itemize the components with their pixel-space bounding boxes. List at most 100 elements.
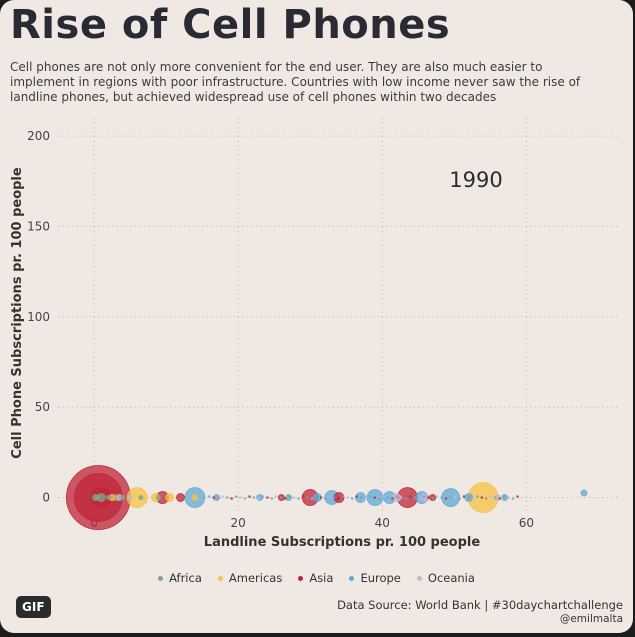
- bubble-africa: [342, 495, 345, 498]
- chart-subtitle: Cell phones are not only more convenient…: [10, 60, 581, 104]
- x-tick-label: 40: [375, 516, 390, 530]
- bubble-africa: [449, 495, 452, 498]
- bubble-oceania: [453, 496, 457, 499]
- bubble-africa: [95, 495, 101, 500]
- bubble-europe: [386, 496, 390, 499]
- bubble-asia: [498, 497, 501, 500]
- legend-swatch: [298, 575, 304, 581]
- bubble-africa: [324, 497, 327, 500]
- bubble-oceania: [239, 496, 242, 499]
- bubble-oceania: [382, 495, 385, 498]
- bubble-oceania: [127, 495, 133, 500]
- x-axis-label: Landline Subscriptions pr. 100 people: [204, 535, 481, 550]
- bubble-africa: [106, 495, 111, 500]
- bubble-oceania: [257, 497, 260, 500]
- bubble-africa: [270, 497, 274, 500]
- bubble-africa: [377, 497, 381, 500]
- bubble-africa: [216, 497, 220, 500]
- legend-item-americas: Americas: [217, 571, 283, 585]
- bubble-asia: [301, 495, 305, 498]
- legend-swatch: [217, 575, 223, 581]
- bubble-americas: [165, 493, 175, 502]
- legend-label: Europe: [360, 571, 401, 585]
- bubble-oceania: [292, 496, 296, 499]
- bubble-oceania: [400, 496, 403, 499]
- bubble-africa: [359, 496, 363, 499]
- bubble-oceania: [310, 497, 314, 500]
- bubble-oceania: [489, 495, 493, 498]
- y-axis-ticks: 0 50 100 150 200: [27, 129, 50, 504]
- legend-item-oceania: Oceania: [416, 571, 475, 585]
- bubble-africa: [502, 495, 506, 498]
- bubble-africa: [413, 496, 417, 499]
- bubble-africa: [431, 497, 434, 500]
- bubble-oceania: [471, 497, 475, 500]
- legend-label: Americas: [228, 571, 283, 585]
- gif-badge[interactable]: GIF: [16, 596, 51, 618]
- bubble-asia: [337, 497, 341, 500]
- bubble-africa: [467, 496, 470, 499]
- bubble-oceania: [417, 497, 421, 500]
- bubble-europe: [368, 495, 372, 498]
- legend-item-asia: Asia: [298, 571, 333, 585]
- bubble-oceania: [275, 495, 278, 498]
- bubble-europe: [404, 497, 408, 500]
- bubble-africa: [138, 495, 144, 500]
- bubble-europe: [225, 496, 229, 499]
- bubble-asia: [480, 496, 484, 499]
- bubble-asia: [283, 497, 287, 500]
- x-tick-label: 60: [519, 516, 534, 530]
- bubble-europe: [297, 497, 300, 500]
- bubble-europe: [279, 496, 283, 499]
- bubble-europe: [315, 495, 318, 498]
- y-tick-label: 100: [27, 310, 50, 324]
- bubble-africa: [252, 496, 256, 499]
- bubble-europe: [511, 497, 515, 500]
- bubble-europe: [493, 496, 497, 499]
- bubble-europe: [208, 495, 211, 498]
- bubble-oceania: [328, 495, 332, 498]
- bubble-africa: [395, 495, 399, 498]
- bubble-africa: [288, 495, 292, 498]
- bubble-europe: [580, 489, 588, 497]
- legend-swatch: [158, 575, 164, 581]
- bubble-oceania: [364, 497, 367, 500]
- grid-lines: [58, 118, 620, 512]
- legend-item-africa: Africa: [158, 571, 202, 585]
- bubble-africa: [306, 496, 309, 499]
- bubble-europe: [458, 497, 461, 500]
- bubble-asia: [444, 497, 448, 500]
- bubble-americas: [191, 494, 199, 501]
- bubble-asia: [248, 495, 251, 498]
- bubble-africa: [234, 495, 238, 498]
- legend: Africa Americas Asia Europe Oceania: [0, 571, 633, 585]
- legend-label: Africa: [169, 571, 202, 585]
- bubble-asia: [176, 493, 185, 502]
- bubble-asia: [462, 495, 466, 498]
- legend-item-europe: Europe: [349, 571, 401, 585]
- bubble-asia: [516, 495, 519, 498]
- legend-swatch: [349, 575, 355, 581]
- legend-swatch: [416, 575, 422, 581]
- bubble-europe: [350, 497, 354, 500]
- y-axis-label: Cell Phone Subscriptions pr. 100 people: [10, 167, 25, 459]
- bubble-europe: [285, 494, 292, 501]
- bubble-asia: [373, 496, 376, 499]
- x-tick-label: 20: [230, 516, 245, 530]
- bubble-europe: [243, 497, 247, 500]
- year-label: 1990: [449, 168, 502, 192]
- bubble-asia: [319, 496, 323, 499]
- chart-title: Rise of Cell Phones: [10, 2, 451, 48]
- legend-label: Oceania: [427, 571, 475, 585]
- bubble-asia: [266, 496, 269, 499]
- bubble-europe: [333, 496, 336, 499]
- bubble-europe: [422, 495, 426, 498]
- y-tick-label: 150: [27, 219, 50, 233]
- bubble-asia: [409, 495, 412, 498]
- bubble-oceania: [507, 496, 510, 499]
- bubble-asia: [426, 496, 430, 499]
- bubble-asia: [355, 495, 359, 498]
- bubble-oceania: [435, 495, 439, 498]
